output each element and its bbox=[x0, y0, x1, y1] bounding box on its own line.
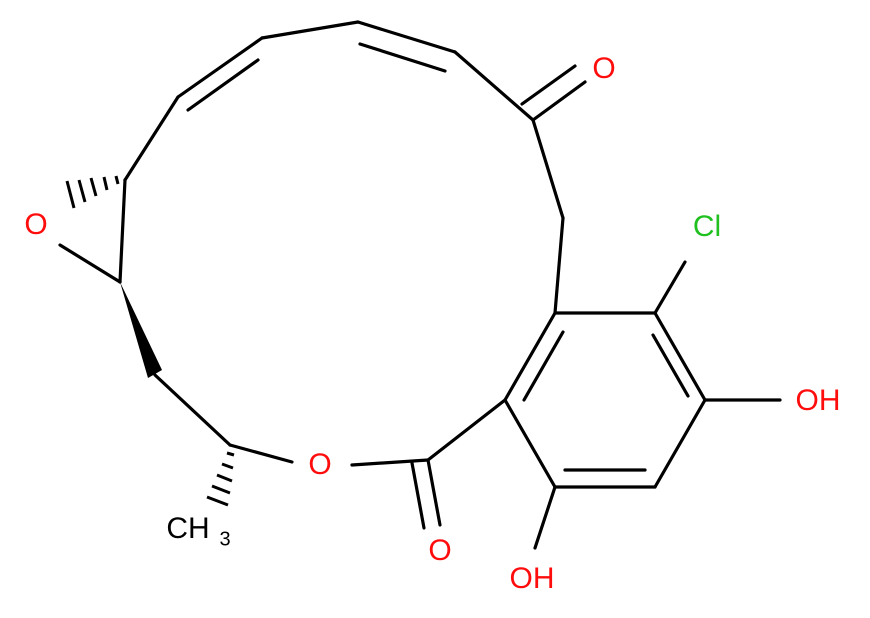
atom-label: O bbox=[592, 52, 615, 85]
atom-label: O bbox=[428, 534, 451, 567]
bonds bbox=[58, 20, 782, 550]
atom-subscript: 3 bbox=[219, 528, 230, 550]
atom-label: OH bbox=[510, 562, 555, 595]
atom-label: O bbox=[24, 208, 47, 241]
atom-label: Cl bbox=[693, 210, 721, 243]
atom-label: CH bbox=[166, 512, 209, 545]
atom-label: O bbox=[308, 448, 331, 481]
atom-label: OH bbox=[796, 384, 841, 417]
